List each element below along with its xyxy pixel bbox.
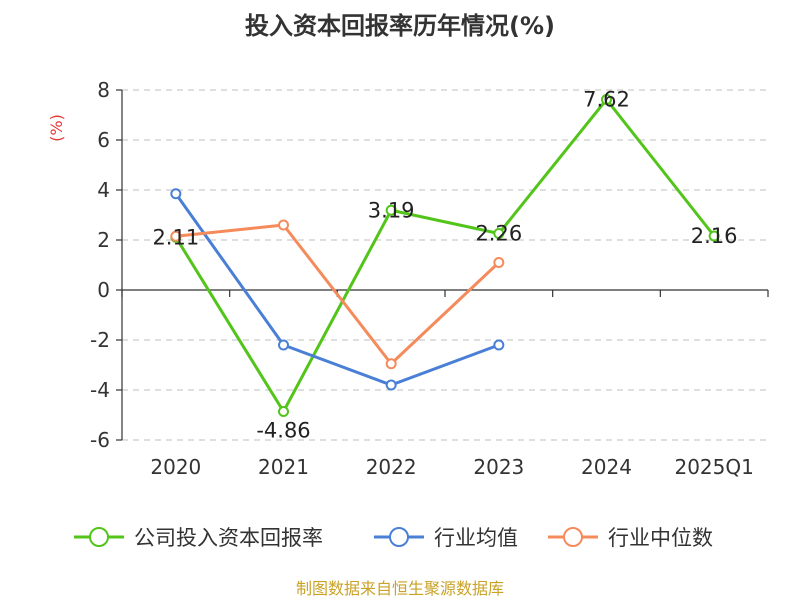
- axes: 8 6 4 2 0 -2 -4 -6 2020 2021 2022 2023 2024 2025Q1: [90, 78, 769, 479]
- legend-entry: 行业中位数: [608, 526, 713, 550]
- series-line: [175, 223, 500, 366]
- data-point: [170, 230, 182, 242]
- data-point: [385, 358, 397, 370]
- legend: 公司投入资本回报率 行业均值 行业中位数: [74, 526, 713, 550]
- y-tick-label: 6: [97, 128, 110, 152]
- data-point: [385, 204, 397, 216]
- data-point: [170, 188, 182, 200]
- legend-entry: 行业均值: [434, 526, 518, 550]
- y-tick-label: -2: [90, 328, 110, 352]
- x-tick-label: 2023: [473, 455, 524, 479]
- data-point: [493, 257, 505, 268]
- data-point: [385, 379, 397, 391]
- y-axis-unit-label: (%): [47, 114, 66, 142]
- data-label: -4.86: [256, 419, 310, 443]
- y-tick-label: 8: [97, 78, 110, 102]
- legend-marker: [563, 527, 583, 547]
- x-tick-label: 2020: [150, 455, 201, 479]
- series-line: [174, 98, 716, 413]
- x-tick-label: 2024: [581, 455, 632, 479]
- grid-lines: [122, 89, 768, 441]
- data-point: [493, 228, 505, 239]
- data-label: 2.11: [152, 225, 199, 249]
- data-labels: 2.11 -4.86 3.19 2.26 7.62 2.16: [152, 88, 737, 443]
- y-tick-label: 0: [97, 278, 110, 302]
- legend-entry: 公司投入资本回报率: [134, 526, 323, 550]
- y-tick-label: -4: [90, 378, 110, 402]
- data-point: [278, 219, 289, 231]
- series-line: [174, 192, 500, 387]
- data-point: [493, 339, 505, 351]
- data-point: [278, 406, 289, 417]
- data-label: 2.16: [691, 224, 738, 248]
- series-lines: [170, 94, 720, 417]
- x-tick-label: 2021: [258, 455, 309, 479]
- data-label: 3.19: [368, 198, 415, 222]
- data-point: [278, 339, 289, 351]
- data-source-note: 制图数据来自恒生聚源数据库: [296, 579, 504, 598]
- legend-marker: [389, 527, 409, 547]
- legend-marker: [89, 527, 109, 547]
- y-tick-label: 4: [97, 178, 110, 202]
- data-point: [601, 94, 612, 105]
- x-tick-label: 2022: [366, 455, 417, 479]
- data-label: 7.62: [583, 88, 630, 112]
- data-label: 2.26: [475, 222, 522, 246]
- y-tick-label: 2: [97, 228, 110, 252]
- chart-title: 投入资本回报率历年情况(%): [245, 12, 555, 40]
- data-point: [708, 230, 720, 242]
- y-tick-label: -6: [90, 428, 110, 452]
- x-tick-label: 2025Q1: [674, 455, 753, 479]
